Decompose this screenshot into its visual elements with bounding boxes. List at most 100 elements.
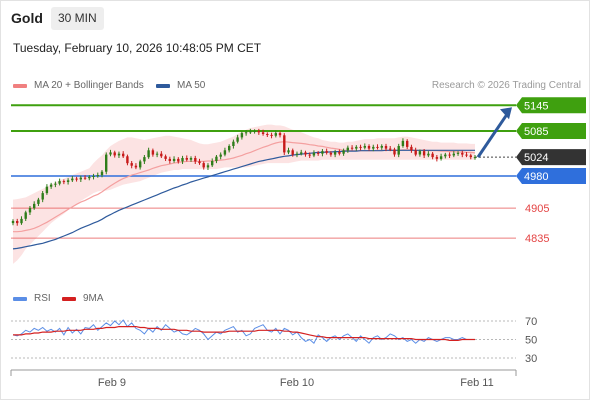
- x-tick-label-feb-11: Feb 11: [460, 377, 493, 389]
- candle-body: [249, 131, 252, 133]
- legend-ma50: MA 50: [156, 80, 205, 91]
- candle-body: [49, 184, 53, 187]
- legend-rsi: RSI: [13, 293, 51, 304]
- candle-body: [194, 158, 197, 162]
- candle-body: [198, 161, 201, 164]
- candle-body: [105, 154, 108, 172]
- candle-body: [92, 176, 95, 177]
- candle-body: [266, 134, 269, 135]
- candle-body: [232, 141, 235, 146]
- candle-body: [236, 137, 239, 142]
- ma9-swatch: [62, 296, 76, 301]
- candle-body: [329, 152, 333, 155]
- candle-body: [28, 208, 32, 213]
- candle-body: [130, 163, 133, 166]
- level-tag-4980: [516, 168, 586, 184]
- candle-body: [79, 177, 82, 180]
- candle-body: [304, 152, 307, 155]
- candle-body: [270, 134, 273, 136]
- candle-body: [96, 175, 99, 177]
- candle-body: [54, 183, 57, 185]
- ma50-swatch: [156, 83, 170, 88]
- level-tag-5145: [516, 97, 586, 114]
- ma9-line: [13, 326, 475, 341]
- candle-body: [185, 158, 188, 160]
- candle-body: [367, 146, 371, 149]
- bollinger-band: [13, 124, 475, 264]
- candle-body: [363, 146, 366, 148]
- rsi-tick-70: 70: [525, 316, 537, 328]
- level-label-5024: 5024: [524, 152, 548, 164]
- candle-body: [283, 135, 286, 153]
- candle-body: [41, 193, 44, 200]
- candle-body: [372, 146, 375, 149]
- research-credit: Research © 2026 Trading Central: [431, 80, 581, 91]
- candle-body: [444, 154, 447, 157]
- candle-body: [389, 148, 392, 150]
- candle-body: [308, 154, 311, 156]
- candle-body: [33, 203, 36, 209]
- candle-body: [45, 186, 49, 194]
- candle-body: [452, 153, 455, 156]
- candle-body: [456, 152, 460, 154]
- candle-body: [278, 133, 282, 136]
- candle-body: [215, 156, 218, 161]
- level-tag-5024: [516, 149, 586, 166]
- rsi-tick-50: 50: [525, 335, 537, 347]
- ma50-legend-label: MA 50: [177, 80, 206, 91]
- candle-body: [461, 152, 464, 155]
- candle-body: [168, 158, 171, 161]
- candle-body: [20, 218, 23, 224]
- candle-body: [338, 152, 341, 154]
- candle-body: [346, 147, 349, 151]
- candle-body: [122, 153, 125, 157]
- candle-body: [58, 181, 61, 184]
- candle-body: [62, 181, 66, 183]
- candle-body: [261, 132, 265, 134]
- candle-body: [160, 153, 163, 157]
- candle-body: [189, 158, 193, 160]
- candle-body: [291, 150, 294, 155]
- candle-body: [172, 158, 176, 161]
- ma20-swatch: [13, 83, 27, 88]
- candle-body: [11, 221, 15, 224]
- level-label-4835: 4835: [525, 233, 549, 245]
- candle-body: [380, 146, 383, 148]
- candle-body: [418, 151, 422, 155]
- candle-body: [431, 153, 434, 158]
- candle-body: [211, 161, 214, 166]
- rsi-legend-label: RSI: [34, 293, 51, 304]
- candle-body: [143, 157, 146, 162]
- candle-body: [24, 212, 27, 219]
- candle-body: [406, 140, 409, 147]
- candle-body: [147, 150, 150, 158]
- interval-button[interactable]: 30 MIN: [51, 7, 104, 30]
- candle-body: [71, 178, 74, 181]
- candle-body: [244, 132, 248, 134]
- candle-body: [37, 199, 40, 204]
- candle-body: [393, 149, 396, 155]
- timestamp: Tuesday, February 10, 2026 10:48:05 PM C…: [13, 41, 262, 55]
- rsi-swatch: [13, 296, 27, 301]
- candle-body: [342, 150, 345, 154]
- candle-body: [206, 165, 210, 168]
- candles: [11, 128, 477, 226]
- candle-body: [325, 151, 328, 153]
- candle-body: [100, 171, 104, 176]
- candle-body: [359, 146, 362, 148]
- ma9-legend-label: 9MA: [83, 293, 104, 304]
- candle-body: [410, 146, 413, 151]
- candle-body: [164, 156, 167, 159]
- legend-ma20: MA 20 + Bollinger Bands: [13, 80, 144, 91]
- candle-body: [397, 146, 400, 155]
- candle-body: [317, 152, 320, 154]
- candle-body: [16, 221, 19, 224]
- candle-body: [384, 146, 388, 149]
- candle-body: [422, 151, 426, 156]
- candle-body: [117, 153, 121, 156]
- forecast-arrow-head: [500, 107, 512, 120]
- candle-body: [240, 133, 244, 138]
- candle-body: [109, 152, 112, 155]
- x-tick-label-feb-9: Feb 9: [98, 377, 126, 389]
